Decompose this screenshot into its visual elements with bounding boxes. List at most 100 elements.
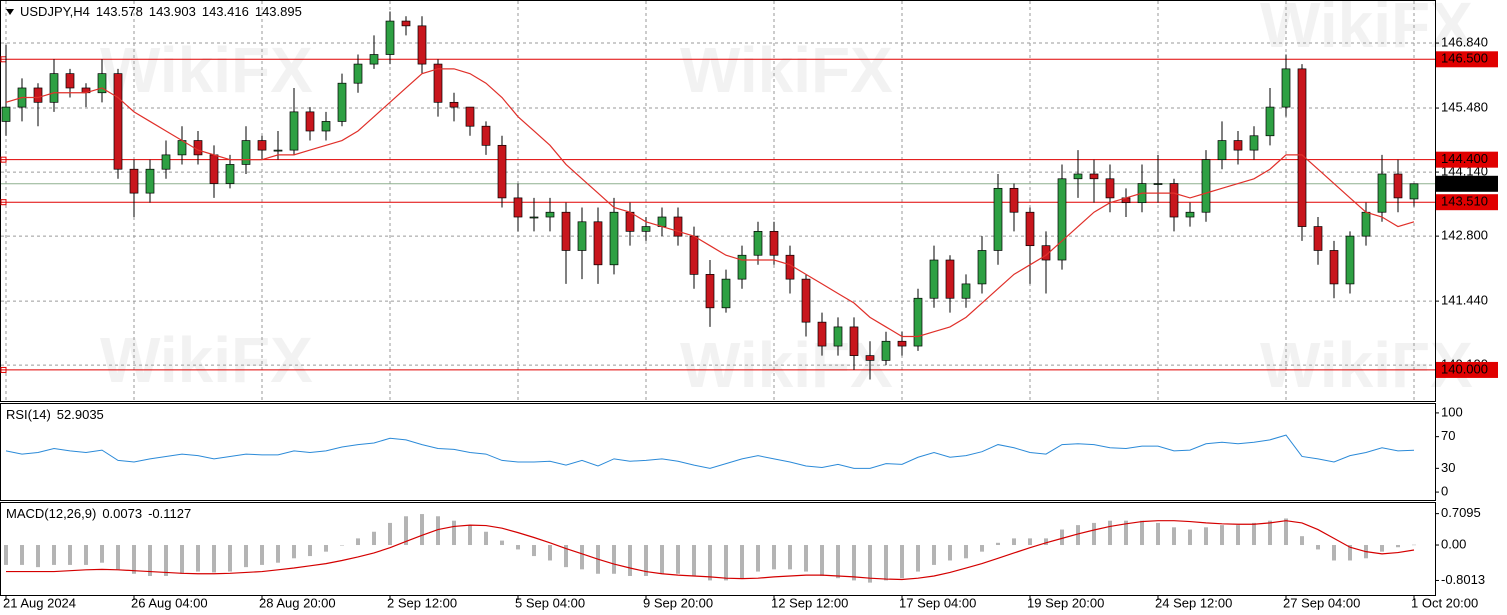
y-tick-label: 70: [1441, 428, 1455, 443]
rsi-value: 52.9035: [57, 407, 104, 422]
candle-body: [273, 149, 283, 152]
macd-bar: [500, 540, 504, 546]
low-value: 143.416: [202, 4, 249, 19]
candle-body: [337, 82, 347, 122]
y-tick-label: 30: [1441, 460, 1455, 475]
candle-body: [1233, 140, 1243, 151]
macd-bar: [100, 545, 104, 563]
macd-bar: [900, 545, 904, 579]
macd-bar: [820, 545, 824, 576]
macd-bar: [692, 545, 696, 576]
candle-body: [1185, 211, 1195, 218]
candle-body: [961, 283, 971, 299]
macd-bar: [644, 545, 648, 576]
macd-hist-value: 0.0073: [102, 506, 142, 521]
y-tick-label: 0.7095: [1441, 505, 1481, 520]
level-label-box: [1436, 194, 1498, 211]
macd-bar: [884, 545, 888, 581]
candle-body: [1217, 140, 1227, 161]
macd-bar: [1412, 544, 1416, 546]
macd-bar: [1268, 520, 1272, 546]
macd-bar: [1252, 522, 1256, 546]
macd-bar: [1156, 522, 1160, 546]
candle-body: [1313, 226, 1323, 251]
macd-bar: [260, 545, 264, 565]
x-tick-label: 19 Sep 20:00: [1027, 595, 1104, 610]
candle-body: [641, 226, 651, 232]
macd-bar: [980, 545, 984, 552]
candle-body: [1265, 106, 1275, 137]
candle-body: [817, 321, 827, 347]
macd-bar: [1028, 538, 1032, 546]
candle-body: [129, 168, 139, 194]
x-tick-label: 21 Aug 2024: [3, 595, 76, 610]
candle-body: [545, 211, 555, 218]
rsi-name: RSI(14): [6, 407, 51, 422]
watermark: WikiFX: [1260, 0, 1473, 61]
y-tick-label: 146.840: [1441, 34, 1488, 49]
candle-body: [97, 73, 107, 94]
macd-bar: [356, 538, 360, 546]
candle-body: [209, 154, 219, 184]
candle-body: [353, 63, 363, 84]
macd-bar: [580, 545, 584, 570]
macd-bar: [4, 545, 8, 565]
candle-body: [1089, 173, 1099, 180]
macd-bar: [340, 545, 344, 546]
macd-bar: [116, 545, 120, 570]
candle-body: [1, 106, 11, 122]
y-tick-label: 142.800: [1441, 228, 1488, 243]
macd-bar: [1204, 527, 1208, 546]
candle-body: [1329, 250, 1339, 285]
macd-bar: [1172, 527, 1176, 546]
candle-body: [225, 164, 235, 184]
macd-bar: [388, 522, 392, 546]
macd-bar: [308, 545, 312, 557]
x-tick-label: 24 Sep 12:00: [1155, 595, 1232, 610]
macd-bar: [324, 545, 328, 552]
high-value: 143.903: [149, 4, 196, 19]
macd-bar: [1012, 538, 1016, 546]
macd-bar: [948, 545, 952, 561]
moving-average: [5, 68, 1415, 338]
candle-body: [769, 230, 779, 256]
x-tick-label: 12 Sep 12:00: [771, 595, 848, 610]
candle-body: [1361, 211, 1371, 237]
candle-body: [673, 216, 683, 237]
macd-bar: [1380, 545, 1384, 552]
x-tick-label: 28 Aug 20:00: [259, 595, 336, 610]
candle-body: [577, 221, 587, 251]
macd-bar: [20, 545, 24, 565]
y-tick-label: 100: [1441, 404, 1463, 419]
candle-body: [1297, 68, 1307, 227]
x-tick-label: 5 Sep 04:00: [515, 595, 585, 610]
macd-bar: [996, 542, 1000, 546]
candle-body: [945, 259, 955, 299]
candle-body: [145, 168, 155, 194]
candle-body: [33, 87, 43, 103]
x-tick-label: 27 Sep 04:00: [1283, 595, 1360, 610]
x-tick-label: 2 Sep 12:00: [387, 595, 457, 610]
candle-body: [1041, 245, 1051, 261]
level-label-box: [1436, 151, 1498, 168]
macd-bar: [1236, 525, 1240, 546]
macd-bar: [836, 545, 840, 579]
macd-bar: [180, 545, 184, 574]
macd-bar: [1220, 525, 1224, 546]
candle-body: [193, 140, 203, 156]
rsi-frame: [0, 403, 1436, 501]
candle-body: [1409, 183, 1419, 200]
macd-bar: [36, 545, 40, 568]
macd-bar: [1188, 529, 1192, 546]
macd-bar: [212, 545, 216, 573]
candle-body: [785, 254, 795, 280]
candle-body: [897, 340, 907, 347]
y-tick-label: 145.480: [1441, 99, 1488, 114]
candle-body: [1153, 183, 1163, 185]
macd-bar: [932, 545, 936, 565]
candle-body: [449, 101, 459, 108]
candle-body: [529, 216, 539, 219]
macd-bar: [244, 545, 248, 568]
